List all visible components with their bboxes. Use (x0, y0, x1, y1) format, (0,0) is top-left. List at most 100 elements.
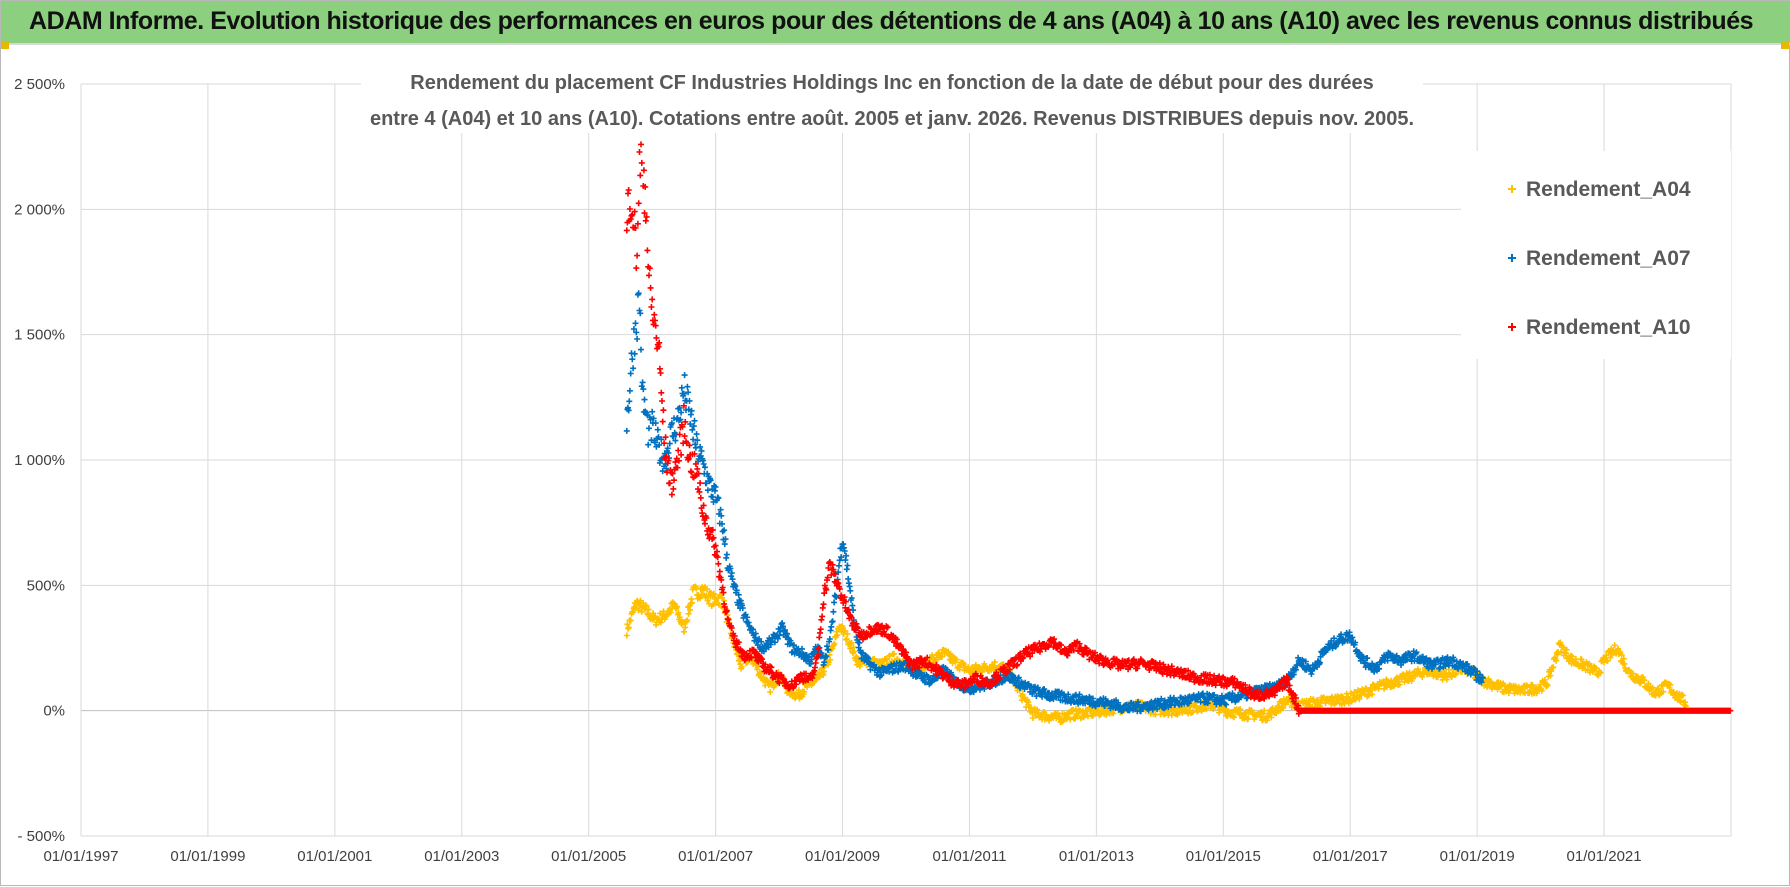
data-point (1563, 646, 1570, 653)
data-point (697, 480, 704, 487)
data-point (821, 668, 827, 675)
data-point (1538, 687, 1545, 694)
data-point (884, 624, 891, 631)
data-point (677, 416, 684, 423)
data-point (671, 477, 677, 484)
data-point (625, 187, 632, 193)
data-point (1154, 705, 1160, 712)
data-point (1404, 656, 1411, 663)
data-point (1620, 655, 1627, 662)
data-point (815, 645, 822, 652)
data-point (693, 431, 700, 438)
data-point (696, 488, 703, 495)
legend-box (1461, 151, 1731, 359)
data-point (717, 506, 724, 513)
chart-title-line1: Rendement du placement CF Industries Hol… (410, 72, 1373, 94)
data-point (1618, 651, 1625, 658)
data-point (735, 639, 742, 646)
data-point (675, 447, 682, 454)
data-point (865, 655, 872, 662)
data-point (649, 296, 656, 303)
chart-title-background (361, 65, 1423, 133)
data-point (676, 431, 683, 438)
data-point (803, 670, 809, 677)
data-point (691, 417, 698, 424)
data-point (1544, 682, 1551, 689)
data-point (647, 284, 654, 291)
data-point (793, 681, 800, 688)
data-point (1230, 714, 1237, 721)
data-point (714, 554, 721, 561)
data-point (629, 356, 636, 363)
data-point (680, 402, 687, 409)
data-point (688, 469, 695, 476)
data-point (1419, 653, 1426, 660)
data-point (1158, 695, 1165, 702)
data-point (1014, 661, 1021, 668)
data-point (838, 554, 845, 561)
data-point (1268, 714, 1275, 721)
data-point (1611, 642, 1618, 649)
data-point (640, 386, 647, 393)
data-point (1257, 688, 1264, 695)
data-point (632, 320, 639, 327)
data-point (1597, 669, 1604, 676)
data-point (663, 453, 670, 460)
data-point (728, 625, 735, 631)
data-point (659, 398, 665, 404)
data-point (715, 495, 722, 502)
data-point (670, 485, 677, 492)
data-point (1237, 706, 1244, 713)
data-point (656, 441, 663, 448)
data-point (841, 548, 848, 554)
data-point (667, 609, 674, 616)
data-point (819, 613, 826, 620)
data-point (1352, 639, 1359, 646)
data-point (1558, 648, 1565, 655)
data-point (728, 570, 735, 576)
data-point (675, 457, 682, 464)
data-point (939, 653, 945, 660)
data-point (1083, 645, 1090, 652)
data-point (627, 617, 634, 624)
data-point (700, 461, 707, 467)
data-point (801, 688, 808, 695)
data-point (648, 304, 655, 310)
data-point (924, 654, 931, 661)
x-tick-label: 01/01/2003 (424, 848, 499, 865)
data-point (845, 606, 852, 613)
data-point (718, 512, 725, 519)
data-point (779, 623, 786, 630)
data-point (818, 665, 825, 672)
data-point (686, 397, 693, 404)
data-point (782, 627, 788, 634)
data-point (871, 661, 877, 668)
data-point (1550, 664, 1557, 671)
data-point (722, 536, 729, 543)
data-point (665, 449, 672, 456)
data-point (1285, 676, 1292, 683)
data-point (946, 672, 953, 679)
data-point (716, 601, 722, 608)
data-point (687, 421, 694, 428)
data-point (823, 586, 830, 593)
data-point (991, 659, 998, 666)
data-point (1190, 670, 1197, 677)
data-point (854, 625, 861, 632)
data-point (1058, 642, 1065, 649)
data-point (685, 389, 692, 396)
data-point (1033, 693, 1040, 700)
data-point (1453, 670, 1459, 677)
data-point (831, 599, 838, 606)
data-point (1187, 703, 1194, 710)
data-point (1442, 663, 1449, 670)
series-Rendement_A10 (623, 125, 1734, 717)
data-point (856, 639, 863, 646)
data-point (1257, 713, 1264, 720)
data-point (1229, 690, 1236, 697)
data-point (644, 247, 651, 254)
data-point (1316, 659, 1323, 666)
data-point (709, 526, 716, 533)
data-point (638, 141, 644, 148)
data-point (1474, 668, 1481, 675)
